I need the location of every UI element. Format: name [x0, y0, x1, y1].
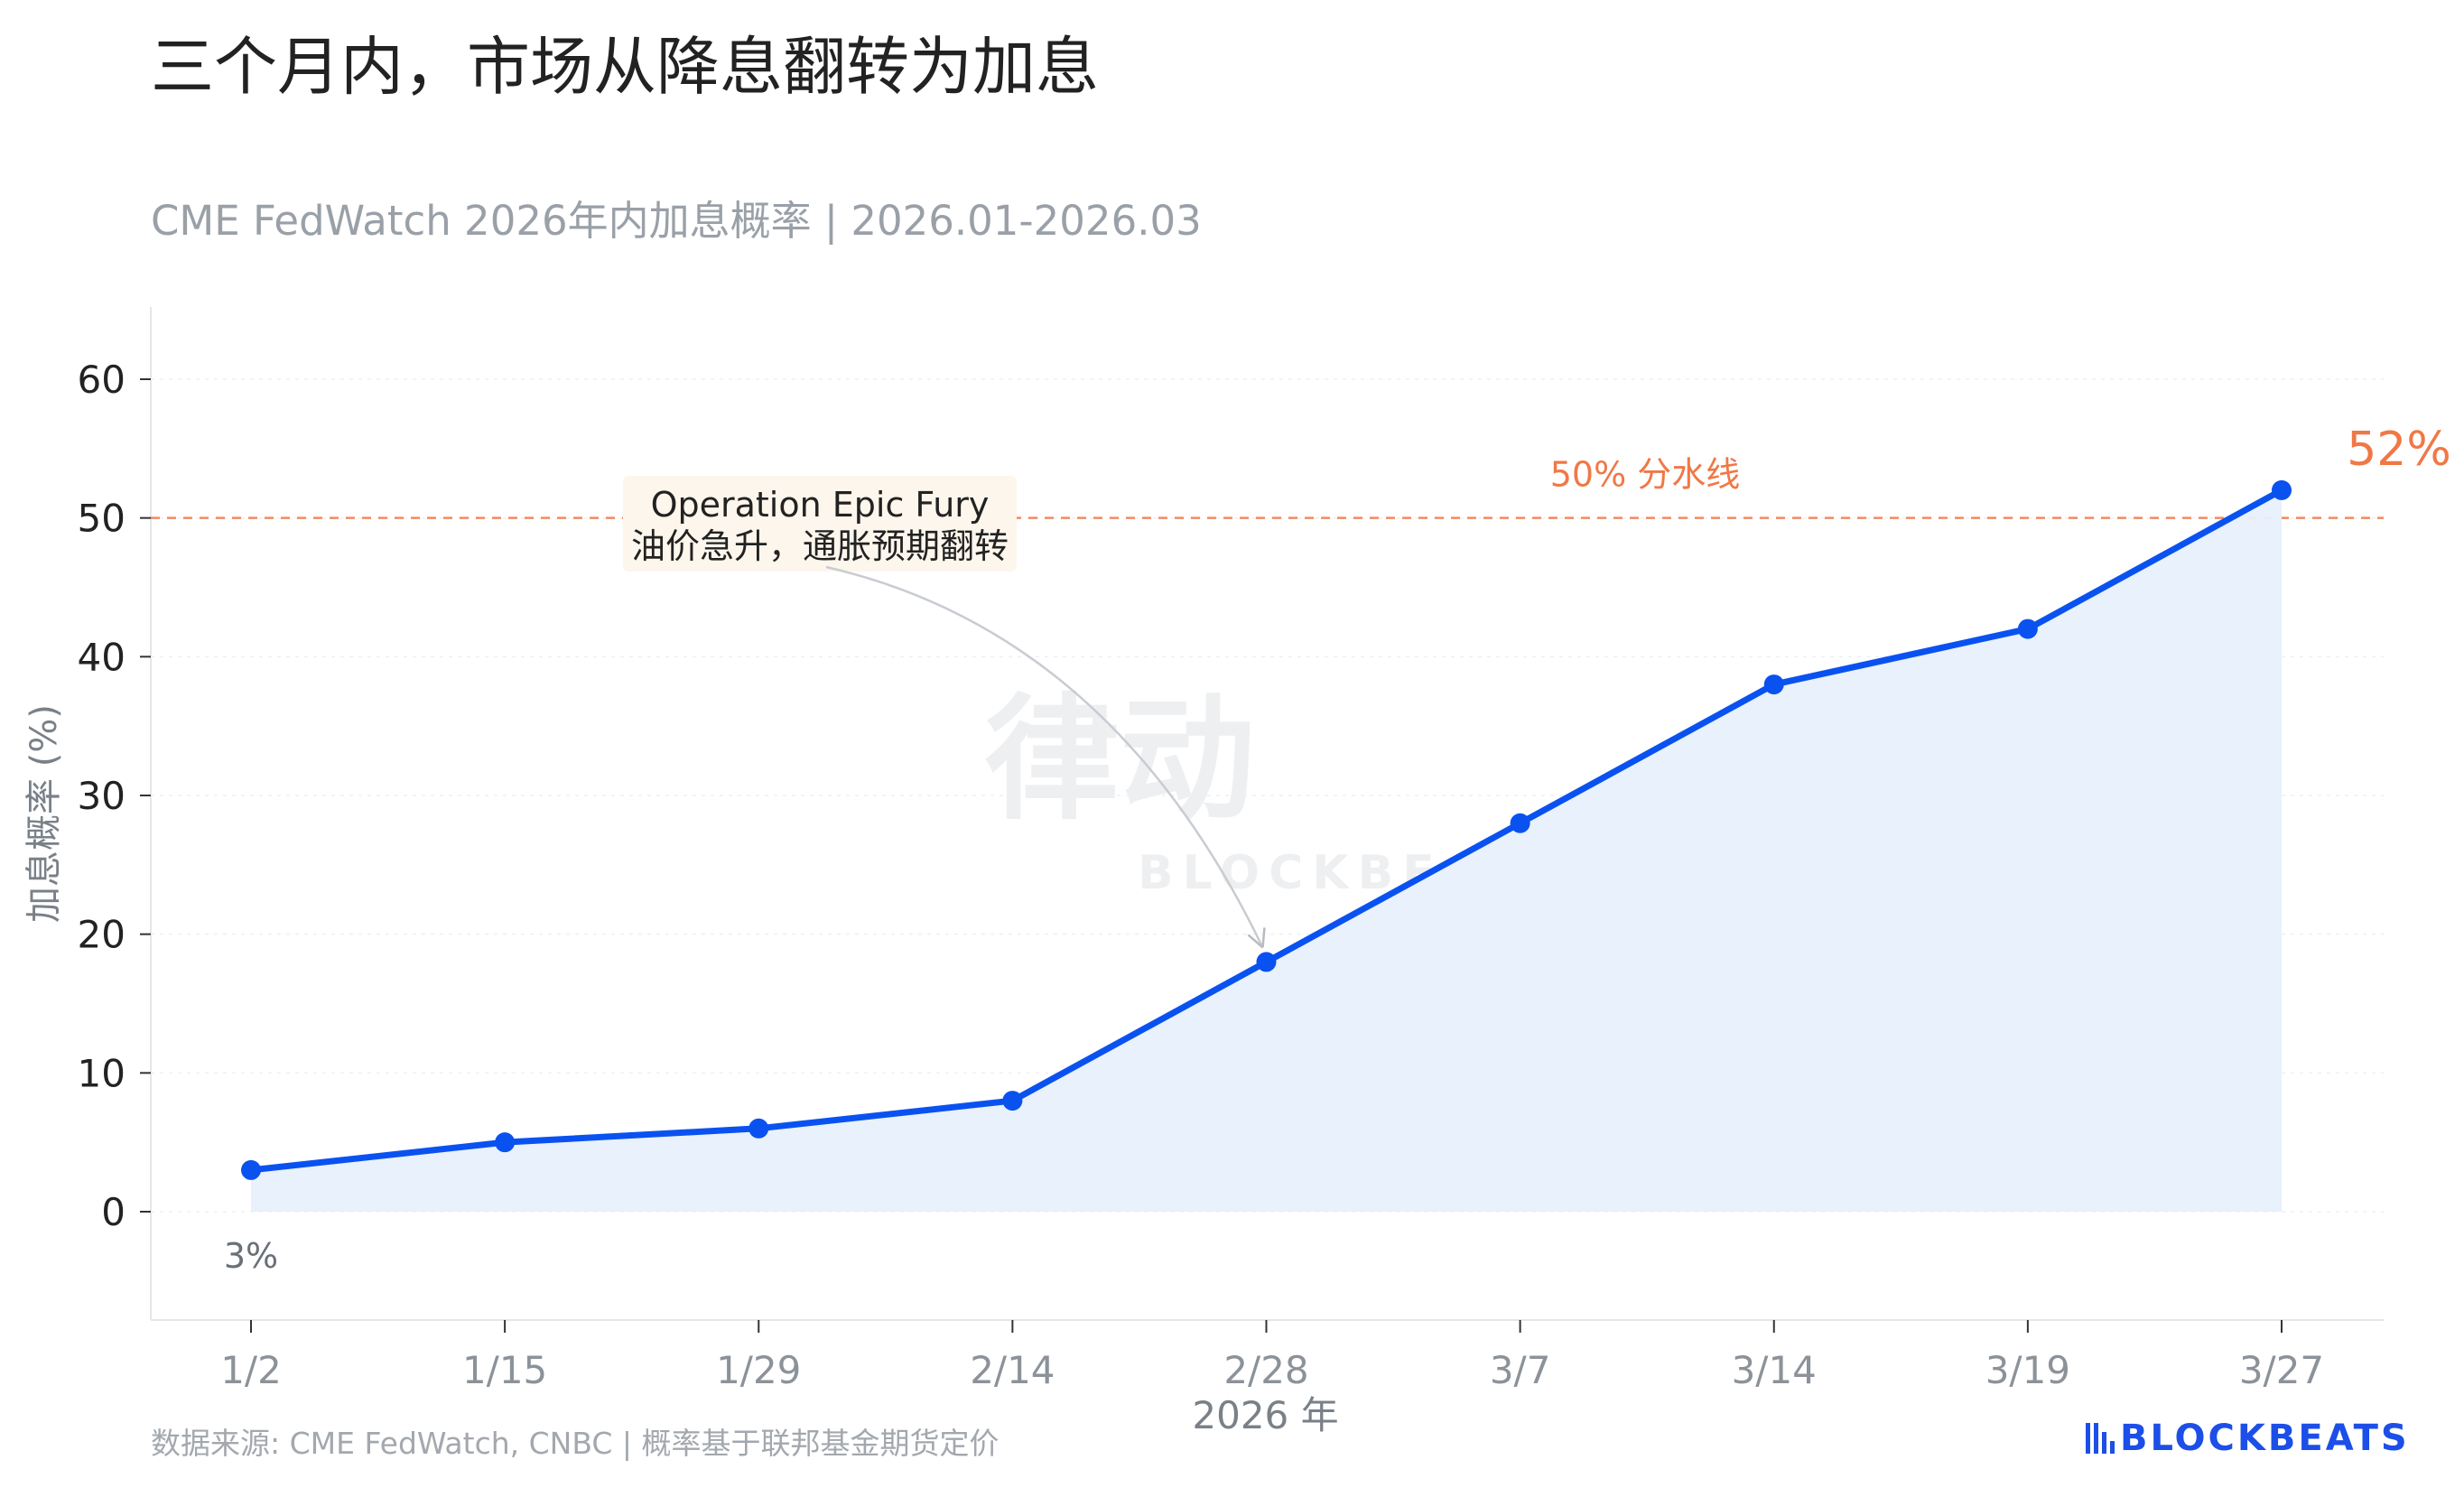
- y-tick-label: 40: [78, 635, 126, 679]
- y-tick-label: 10: [78, 1051, 126, 1095]
- x-tick-label: 3/19: [1985, 1348, 2070, 1392]
- data-point: [2272, 479, 2292, 500]
- annotation-line-1: Operation Epic Fury: [651, 485, 990, 525]
- y-tick-label: 60: [78, 358, 126, 402]
- x-tick-label: 3/7: [1490, 1348, 1551, 1392]
- x-tick-label: 2/28: [1223, 1348, 1308, 1392]
- data-point: [1510, 813, 1530, 833]
- annotation-arrow: [825, 565, 1264, 948]
- chart-subtitle: CME FedWatch 2026年内加息概率 | 2026.01-2026.0…: [151, 197, 1202, 245]
- y-axis-label: 加息概率 (%): [23, 704, 65, 923]
- end-value-label: 52%: [2347, 423, 2451, 477]
- source-note: 数据来源: CME FedWatch, CNBC | 概率基于联邦基金期货定价: [151, 1426, 1000, 1461]
- annotation-box: [623, 476, 1017, 572]
- data-point: [1256, 952, 1277, 972]
- data-point: [2017, 618, 2038, 639]
- data-point: [241, 1159, 261, 1180]
- threshold-label: 50% 分水线: [1550, 455, 1741, 495]
- x-axis-label: 2026 年: [1192, 1393, 1338, 1437]
- x-tick-label: 3/14: [1732, 1348, 1817, 1392]
- x-tick-label: 3/27: [2239, 1348, 2324, 1392]
- data-point: [1763, 674, 1784, 695]
- y-tick-label: 50: [78, 497, 126, 541]
- brand-logo: BLOCKBEATS: [2086, 1418, 2410, 1459]
- annotation-arrowhead: [1247, 927, 1266, 949]
- start-value-label: 3%: [224, 1236, 278, 1276]
- annotation-line-2: 油价急升，通胀预期翻转: [631, 526, 1009, 566]
- x-tick-label: 1/2: [220, 1348, 282, 1392]
- data-point: [748, 1118, 769, 1139]
- data-point: [1002, 1091, 1023, 1111]
- x-tick-label: 1/29: [716, 1348, 801, 1392]
- x-tick-label: 1/15: [462, 1348, 547, 1392]
- chart-title: 三个月内，市场从降息翻转为加息: [151, 30, 1099, 104]
- data-point: [495, 1132, 516, 1153]
- y-tick-label: 30: [78, 774, 126, 818]
- series-area: [251, 489, 2282, 1212]
- y-tick-label: 20: [78, 913, 126, 957]
- brand-name: BLOCKBEATS: [2120, 1418, 2410, 1459]
- brand-bars-icon: [2086, 1423, 2115, 1454]
- y-tick-label: 0: [101, 1190, 126, 1234]
- x-tick-label: 2/14: [970, 1348, 1055, 1392]
